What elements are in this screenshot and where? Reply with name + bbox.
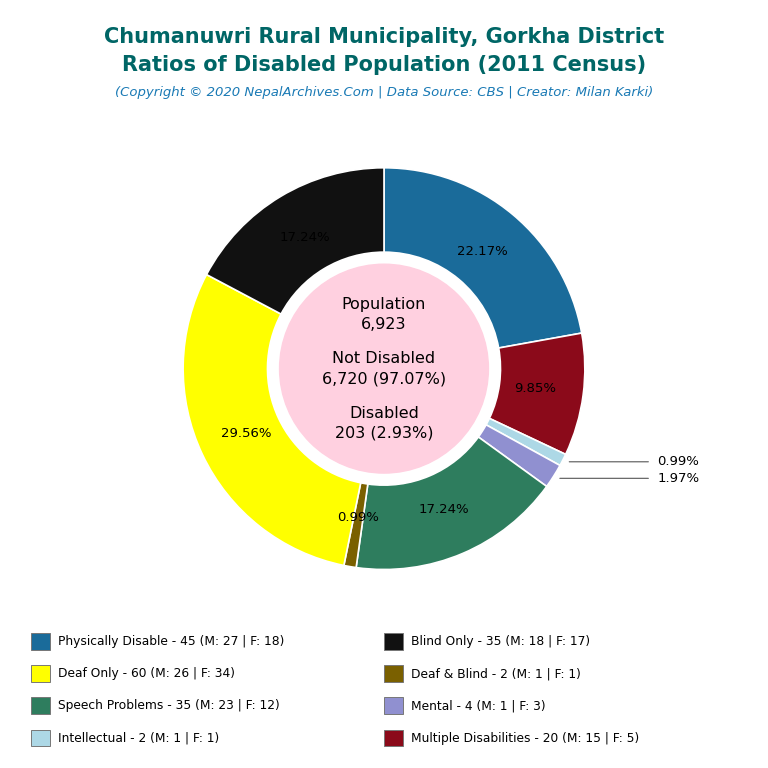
Text: Chumanuwri Rural Municipality, Gorkha District: Chumanuwri Rural Municipality, Gorkha Di… [104, 27, 664, 47]
Text: Mental - 4 (M: 1 | F: 3): Mental - 4 (M: 1 | F: 3) [411, 700, 545, 712]
Wedge shape [207, 167, 384, 314]
Wedge shape [384, 167, 581, 348]
Text: Speech Problems - 35 (M: 23 | F: 12): Speech Problems - 35 (M: 23 | F: 12) [58, 700, 280, 712]
Text: 17.24%: 17.24% [280, 231, 330, 244]
Text: Deaf & Blind - 2 (M: 1 | F: 1): Deaf & Blind - 2 (M: 1 | F: 1) [411, 667, 581, 680]
Text: Disabled
203 (2.93%): Disabled 203 (2.93%) [335, 406, 433, 440]
Text: Physically Disable - 45 (M: 27 | F: 18): Physically Disable - 45 (M: 27 | F: 18) [58, 635, 284, 647]
Text: Intellectual - 2 (M: 1 | F: 1): Intellectual - 2 (M: 1 | F: 1) [58, 732, 219, 744]
Wedge shape [478, 425, 560, 486]
Wedge shape [486, 419, 566, 465]
Text: 9.85%: 9.85% [515, 382, 556, 396]
Text: Blind Only - 35 (M: 18 | F: 17): Blind Only - 35 (M: 18 | F: 17) [411, 635, 590, 647]
Text: 1.97%: 1.97% [657, 472, 700, 485]
Text: 0.99%: 0.99% [338, 511, 379, 524]
Text: 17.24%: 17.24% [419, 502, 469, 515]
Text: Multiple Disabilities - 20 (M: 15 | F: 5): Multiple Disabilities - 20 (M: 15 | F: 5… [411, 732, 639, 744]
Circle shape [280, 264, 488, 473]
Wedge shape [344, 483, 368, 568]
Text: 22.17%: 22.17% [456, 245, 508, 258]
Wedge shape [489, 333, 585, 455]
Text: (Copyright © 2020 NepalArchives.Com | Data Source: CBS | Creator: Milan Karki): (Copyright © 2020 NepalArchives.Com | Da… [115, 86, 653, 99]
Text: Not Disabled
6,720 (97.07%): Not Disabled 6,720 (97.07%) [322, 351, 446, 386]
Text: Population
6,923: Population 6,923 [342, 297, 426, 332]
Text: Deaf Only - 60 (M: 26 | F: 34): Deaf Only - 60 (M: 26 | F: 34) [58, 667, 234, 680]
Wedge shape [356, 437, 547, 570]
Wedge shape [183, 274, 361, 565]
Text: 0.99%: 0.99% [657, 455, 699, 468]
Text: Ratios of Disabled Population (2011 Census): Ratios of Disabled Population (2011 Cens… [122, 55, 646, 75]
Text: 29.56%: 29.56% [220, 427, 271, 440]
